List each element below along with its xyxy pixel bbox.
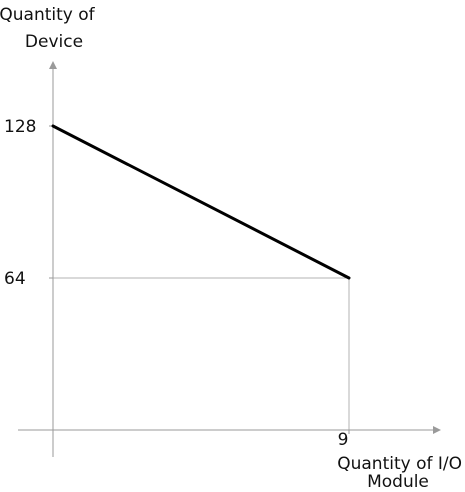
y-axis-title: Quantity of Device xyxy=(0,5,96,52)
reference-lines xyxy=(53,277,350,430)
x-axis-title-line-2: Module xyxy=(367,472,429,492)
x-axis-title: Quantity of I/O Module xyxy=(337,454,462,492)
tick-labels: 128 64 9 xyxy=(4,117,350,450)
axes xyxy=(18,61,441,457)
series-lines xyxy=(51,124,351,280)
y-tick-label-64: 64 xyxy=(4,269,26,289)
y-axis-title-line-2: Device xyxy=(25,32,83,52)
series-line-0 xyxy=(51,124,351,280)
y-tick-label-128: 128 xyxy=(4,117,36,137)
x-tick-label-9: 9 xyxy=(338,430,349,450)
x-axis-title-line-1: Quantity of I/O xyxy=(337,454,462,474)
y-axis-title-line-1: Quantity of xyxy=(0,5,96,25)
